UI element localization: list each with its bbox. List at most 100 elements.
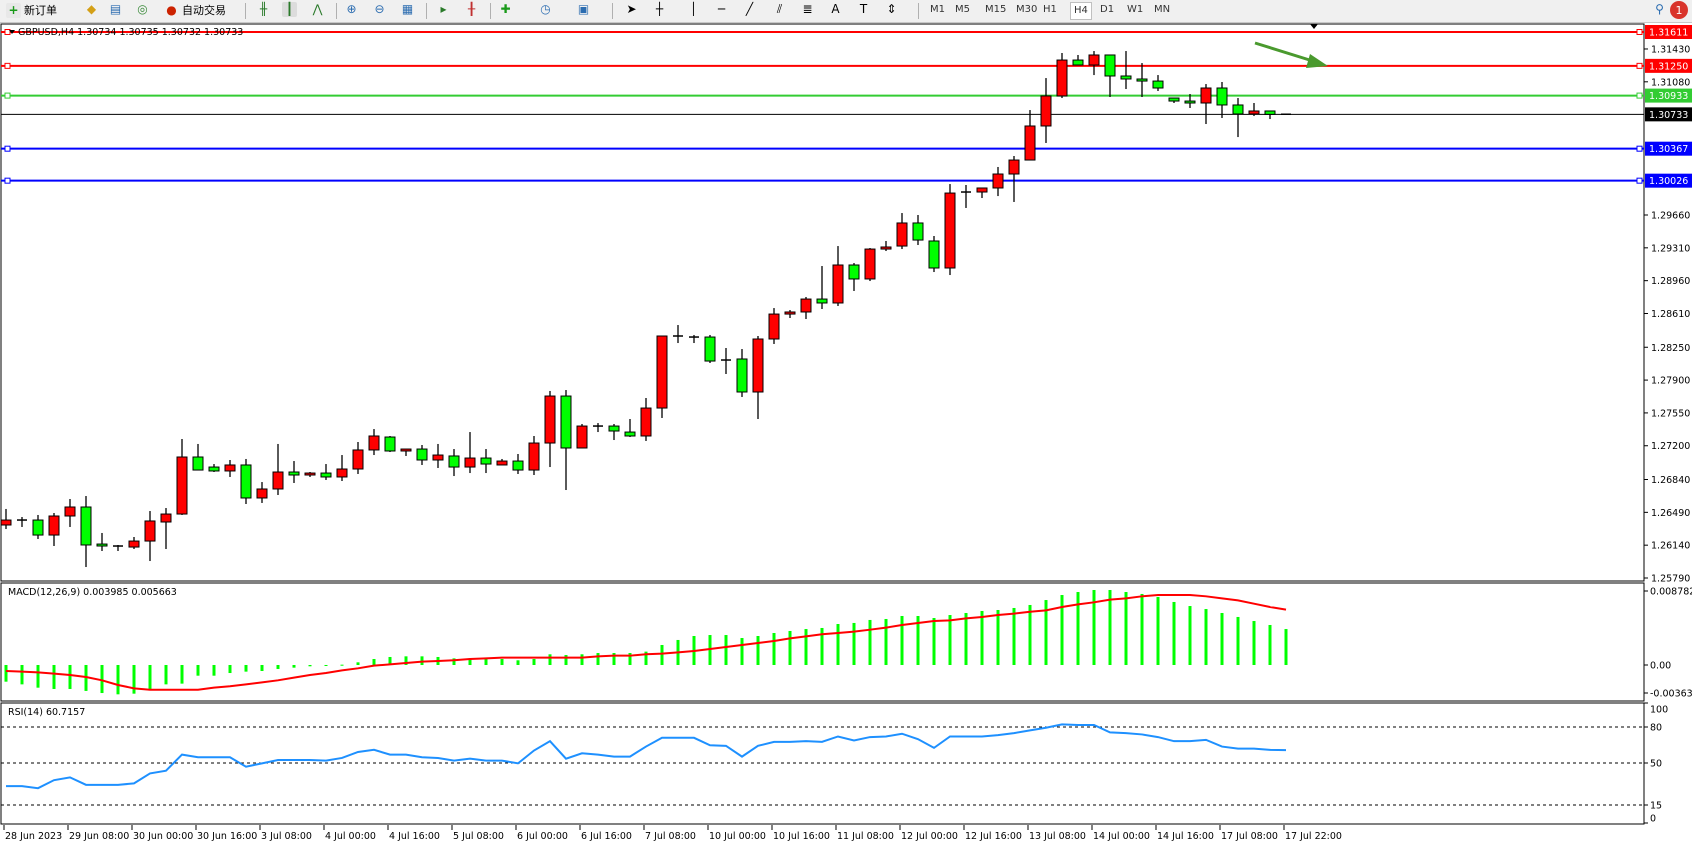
chart-shift-icon[interactable]: ╂ [467,2,476,16]
line-anchor-handle [4,145,11,152]
candle-body [640,407,652,437]
candle-body [560,395,572,449]
macd-histogram-bar [1044,600,1048,665]
candle-body [976,187,988,193]
timeframe-w1[interactable]: W1 [1127,4,1144,15]
macd-histogram-bar [1268,624,1272,665]
auto-trading-button[interactable]: ● 自动交易 [164,2,226,19]
price-label: 1.30026 [1649,176,1688,187]
macd-histogram-bar [1108,589,1112,665]
time-tick-label: 17 Jul 08:00 [1221,831,1278,842]
candle-body [1200,87,1212,104]
market-watch-icon[interactable]: ◆ [86,2,97,16]
timeframe-m30[interactable]: M30 [1016,4,1038,15]
timeframe-m1[interactable]: M1 [930,4,945,15]
price-tick-label: 1.28960 [1651,276,1690,287]
candle-body [1216,87,1228,106]
timeframe-h4[interactable]: H4 [1070,2,1092,20]
price-tick-label: 1.28250 [1651,343,1690,354]
price-label-box [1645,58,1692,73]
chart-shift-marker-icon[interactable] [1310,24,1318,29]
candle-body [1024,125,1036,161]
timeframe-m5[interactable]: M5 [955,4,970,15]
macd-histogram-bar [1284,629,1288,665]
time-tick-label: 4 Jul 16:00 [389,831,440,842]
rsi-tick-label: 80 [1650,723,1662,734]
macd-histogram-bar [980,610,984,665]
macd-histogram-bar [996,610,1000,665]
new-order-button[interactable]: + 新订单 [6,2,57,19]
price-tick-label: 1.27200 [1651,441,1690,452]
macd-histogram-bar [1172,601,1176,665]
price-label-box [1645,107,1692,122]
fibonacci-icon[interactable]: ≣ [802,2,813,16]
equidistant-channel-icon[interactable]: ⫽ [776,2,783,16]
macd-histogram-bar [452,658,456,665]
candle-body [1168,97,1180,102]
signals-icon[interactable]: ◎ [137,2,148,16]
line-anchor-handle [1636,145,1643,152]
timeframe-h1[interactable]: H1 [1043,4,1057,15]
timeframe-m15[interactable]: M15 [985,4,1007,15]
timeframe-d1[interactable]: D1 [1100,4,1115,15]
timeframe-mn[interactable]: MN [1154,4,1171,15]
price-tick-label: 1.25790 [1651,574,1690,585]
collapse-triangle-icon[interactable] [9,30,15,34]
candle-body [432,454,444,461]
arrows-icon[interactable]: ⇕ [886,2,897,16]
macd-histogram-bar [1124,592,1128,665]
periods-icon[interactable]: ◷ [540,2,551,16]
notification-badge[interactable]: 1 [1670,1,1688,19]
line-chart-icon[interactable]: ⋀ [312,2,323,16]
price-tick-label: 1.31080 [1651,77,1690,88]
macd-histogram-bar [708,635,712,665]
time-tick-label: 10 Jul 16:00 [773,831,830,842]
search-icon[interactable]: ⚲ [1655,2,1664,16]
rsi-tick-label: 100 [1650,705,1668,716]
macd-histogram-bar [292,665,296,668]
bar-chart-icon[interactable]: ╫ [259,2,268,16]
cursor-icon[interactable]: ➤ [626,2,637,16]
candle-body [816,298,828,304]
price-tick-label: 1.26490 [1651,508,1690,519]
macd-histogram-bar [212,665,216,676]
candle-body [0,519,12,526]
candle-body [320,472,332,478]
time-tick-label: 6 Jul 00:00 [517,831,568,842]
time-tick-label: 7 Jul 08:00 [645,831,696,842]
macd-histogram-bar [1252,621,1256,665]
line-anchor-handle [4,177,11,184]
autoscroll-icon[interactable]: ▸ [440,2,447,16]
navigator-icon[interactable]: ▤ [109,2,122,16]
vertical-line-icon[interactable]: │ [689,2,698,16]
arrow-head-icon [1306,54,1328,68]
zoom-in-icon[interactable]: ⊕ [346,2,357,16]
line-anchor-handle [1636,62,1643,69]
zoom-out-icon[interactable]: ⊖ [374,2,385,16]
rsi-chart: 100 80 50 15 0 [1,702,1668,825]
macd-histogram-bar [340,664,344,666]
candle-body [624,431,636,437]
macd-histogram-bar [468,658,472,665]
new-order-label: 新订单 [24,4,57,17]
text-icon[interactable]: A [831,2,840,16]
text-label-icon[interactable]: T [859,2,868,16]
candle-body [1120,75,1132,80]
candle-body [336,468,348,478]
macd-histogram-bar [276,665,280,669]
auto-trading-label: 自动交易 [182,4,226,17]
macd-histogram-bar [916,615,920,665]
rsi-tick-label: 50 [1650,759,1662,770]
trendline-icon[interactable]: ╱ [745,2,754,16]
horizontal-line-icon[interactable]: ─ [717,2,726,16]
crosshair-icon[interactable]: ┼ [655,2,664,16]
templates-icon[interactable]: ▣ [577,2,590,16]
indicators-icon[interactable]: ✚ [500,2,511,16]
macd-histogram-bar [516,660,520,665]
tile-windows-icon[interactable]: ▦ [401,2,414,16]
candlestick-icon[interactable]: ┃ [282,2,297,17]
macd-histogram-bar [660,644,664,665]
time-tick-label: 3 Jul 08:00 [261,831,312,842]
time-tick-label: 17 Jul 22:00 [1285,831,1342,842]
